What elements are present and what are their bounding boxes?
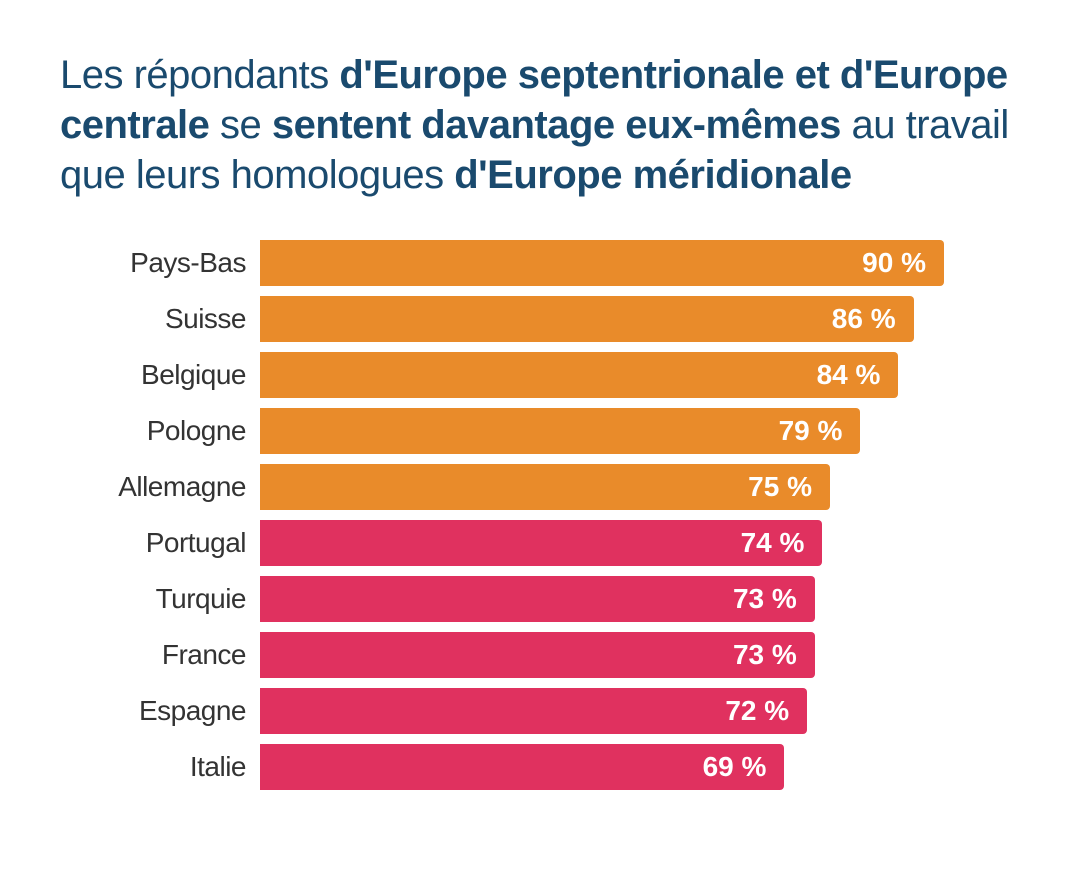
- bar-value: 75 %: [748, 471, 812, 503]
- bar-value: 86 %: [832, 303, 896, 335]
- bar-track: 69 %: [260, 744, 1020, 790]
- bar-row: Italie 69 %: [60, 744, 1020, 790]
- bar-row: Allemagne 75 %: [60, 464, 1020, 510]
- bar-row: Portugal 74 %: [60, 520, 1020, 566]
- bar-label: Espagne: [60, 695, 260, 727]
- bar-value: 73 %: [733, 583, 797, 615]
- bar-track: 86 %: [260, 296, 1020, 342]
- bar-label: Pologne: [60, 415, 260, 447]
- bar: 75 %: [260, 464, 830, 510]
- bar-value: 74 %: [741, 527, 805, 559]
- bar-row: Pays-Bas 90 %: [60, 240, 1020, 286]
- title-text-1: Les répondants: [60, 53, 339, 97]
- bar: 74 %: [260, 520, 822, 566]
- bar-label: Allemagne: [60, 471, 260, 503]
- bar-track: 75 %: [260, 464, 1020, 510]
- bar-value: 69 %: [703, 751, 767, 783]
- bar-value: 72 %: [725, 695, 789, 727]
- bar-track: 90 %: [260, 240, 1020, 286]
- bar: 72 %: [260, 688, 807, 734]
- bar-label: Belgique: [60, 359, 260, 391]
- bar-track: 79 %: [260, 408, 1020, 454]
- bar-track: 74 %: [260, 520, 1020, 566]
- bar-value: 73 %: [733, 639, 797, 671]
- title-bold-3: d'Europe méridionale: [454, 153, 851, 197]
- bar-value: 79 %: [779, 415, 843, 447]
- bar-row: Belgique 84 %: [60, 352, 1020, 398]
- bar-label: Pays-Bas: [60, 247, 260, 279]
- bar-row: Pologne 79 %: [60, 408, 1020, 454]
- bar-value: 90 %: [862, 247, 926, 279]
- bar: 84 %: [260, 352, 898, 398]
- bar-label: Turquie: [60, 583, 260, 615]
- bar: 86 %: [260, 296, 914, 342]
- bar-value: 84 %: [817, 359, 881, 391]
- bar-track: 73 %: [260, 632, 1020, 678]
- bar-row: Suisse 86 %: [60, 296, 1020, 342]
- bar: 90 %: [260, 240, 944, 286]
- bar-label: Portugal: [60, 527, 260, 559]
- bar: 73 %: [260, 576, 815, 622]
- bar-row: Espagne 72 %: [60, 688, 1020, 734]
- bar-label: France: [60, 639, 260, 671]
- title-text-2: se: [209, 103, 271, 147]
- bar-label: Italie: [60, 751, 260, 783]
- bar-track: 73 %: [260, 576, 1020, 622]
- bar-track: 84 %: [260, 352, 1020, 398]
- bar-row: France 73 %: [60, 632, 1020, 678]
- bar-label: Suisse: [60, 303, 260, 335]
- bar-chart: Pays-Bas 90 % Suisse 86 % Belgique 84 % Pologn…: [60, 240, 1020, 790]
- bar: 69 %: [260, 744, 784, 790]
- bar: 73 %: [260, 632, 815, 678]
- bar-row: Turquie 73 %: [60, 576, 1020, 622]
- title-bold-2: sentent davantage eux-mêmes: [272, 103, 841, 147]
- chart-title: Les répondants d'Europe septentrionale e…: [60, 50, 1020, 200]
- bar-track: 72 %: [260, 688, 1020, 734]
- bar: 79 %: [260, 408, 860, 454]
